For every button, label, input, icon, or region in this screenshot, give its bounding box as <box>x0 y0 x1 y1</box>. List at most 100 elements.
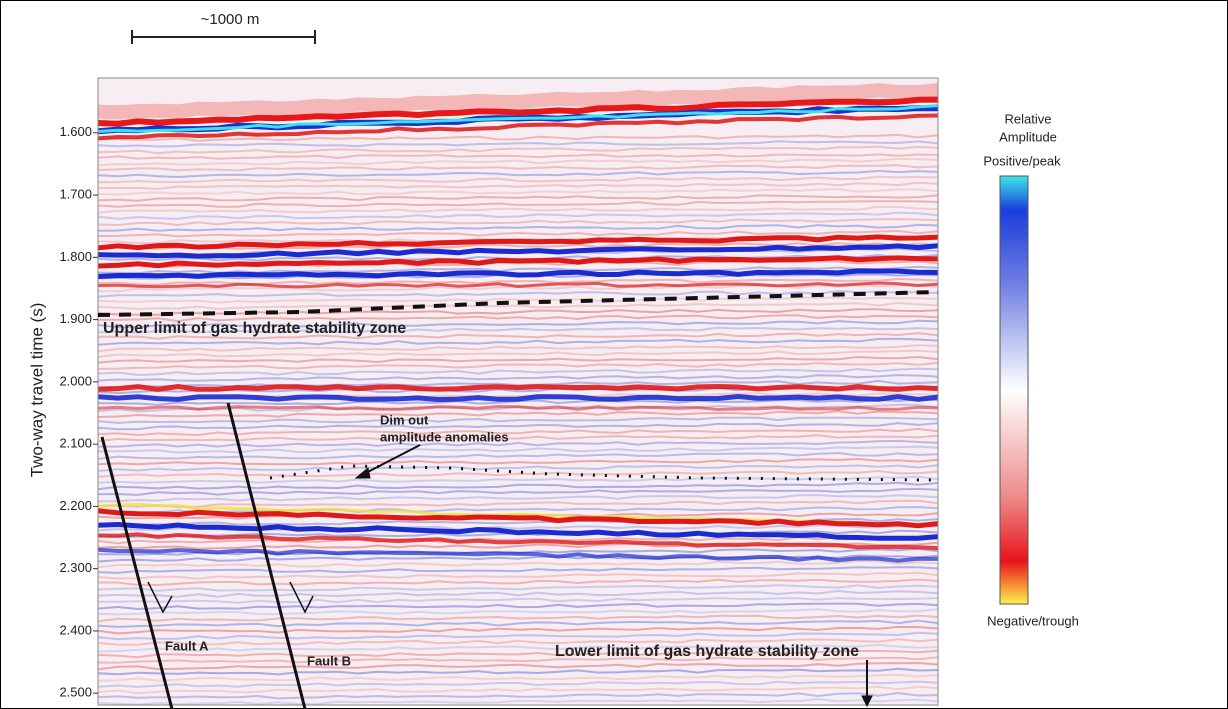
reflector <box>98 145 938 155</box>
y-tick-label: 2.000 <box>59 373 92 388</box>
reflector <box>98 691 938 700</box>
reflector <box>98 532 938 551</box>
reflector <box>98 361 938 370</box>
reflector <box>98 505 938 515</box>
reflector <box>98 242 938 250</box>
reflector <box>98 133 938 142</box>
colorbar <box>999 175 1029 605</box>
y-tick-label: 2.200 <box>59 498 92 513</box>
annotation: Fault A <box>165 638 209 653</box>
reflector <box>98 205 938 214</box>
reflector <box>98 355 938 364</box>
reflector <box>98 469 938 478</box>
reflector <box>98 661 938 671</box>
reflector <box>98 559 938 569</box>
reflector <box>98 422 938 431</box>
reflector <box>98 427 938 437</box>
reflector <box>98 194 938 202</box>
reflector <box>98 638 938 646</box>
y-axis-label: Two-way travel time (s) <box>27 303 46 478</box>
reflector <box>98 326 938 334</box>
reflector <box>98 140 938 148</box>
fault-a-arrow <box>147 581 173 614</box>
reflector <box>98 289 938 298</box>
arrow-head <box>861 695 873 708</box>
reflector <box>98 218 938 227</box>
y-tick-label: 1.600 <box>59 124 92 139</box>
reflector <box>98 229 938 238</box>
reflector <box>98 554 938 563</box>
colorbar-bottom-label: Negative/trough <box>987 613 1079 628</box>
reflector <box>98 301 938 311</box>
colorbar-title: Relative <box>1005 111 1052 126</box>
fault-b-arrow <box>289 581 314 614</box>
reflector <box>98 319 938 329</box>
annotation: amplitude anomalies <box>380 429 509 444</box>
reflector <box>98 164 938 172</box>
reflector <box>98 667 938 676</box>
reflector <box>98 332 938 340</box>
reflector <box>98 404 938 412</box>
reflector <box>98 268 938 279</box>
y-tick-label: 1.900 <box>59 311 92 326</box>
reflector <box>98 153 938 160</box>
reflector <box>98 631 938 641</box>
fault-a <box>100 436 174 709</box>
reflector <box>98 169 938 179</box>
colorbar-top-label: Positive/peak <box>983 153 1061 168</box>
seismic-image <box>98 78 938 705</box>
reflector <box>98 649 938 659</box>
reflector <box>98 578 938 587</box>
y-tick-label: 2.300 <box>59 560 92 575</box>
reflector <box>98 494 938 503</box>
scale-label: ~1000 m <box>201 11 260 28</box>
reflector <box>98 416 938 424</box>
fault-b <box>226 402 307 709</box>
annotation: Dim out <box>380 412 429 427</box>
reflector <box>98 157 938 167</box>
reflector <box>98 367 938 377</box>
reflector <box>98 547 938 563</box>
reflector <box>98 614 938 623</box>
dim-out-arrow <box>361 444 421 476</box>
reflector <box>98 410 938 418</box>
reflector <box>98 502 938 527</box>
reflector <box>98 499 938 509</box>
reflector <box>98 200 938 208</box>
reflector <box>98 255 938 269</box>
reflector <box>98 374 938 382</box>
reflector <box>98 349 938 358</box>
reflector <box>98 445 938 454</box>
y-tick-label: 2.100 <box>59 436 92 451</box>
annotation: Fault B <box>307 653 351 668</box>
reflector <box>98 457 938 466</box>
annotation: Lower limit of gas hydrate stability zon… <box>555 643 859 660</box>
reflector <box>98 393 938 403</box>
reflector <box>98 625 938 635</box>
reflector <box>98 584 938 592</box>
reflector <box>98 344 938 353</box>
y-tick-label: 1.800 <box>59 249 92 264</box>
reflector <box>98 571 938 580</box>
reflector <box>98 383 938 392</box>
reflector <box>98 597 938 604</box>
reflector <box>98 566 938 574</box>
reflector <box>98 673 938 682</box>
reflector <box>98 643 938 653</box>
reflector <box>98 211 938 220</box>
arrow-head <box>354 467 371 479</box>
reflector <box>98 656 938 664</box>
reflector <box>98 308 938 316</box>
reflector <box>98 698 938 705</box>
reflector <box>98 243 938 259</box>
reflector <box>98 223 938 232</box>
plot-border <box>97 77 939 706</box>
reflector <box>98 608 938 616</box>
reflector <box>98 83 938 120</box>
upper-limit-line <box>97 290 939 317</box>
reflector <box>98 602 938 611</box>
reflector <box>98 187 938 196</box>
y-tick-label: 1.700 <box>59 186 92 201</box>
interpretation <box>97 290 939 709</box>
